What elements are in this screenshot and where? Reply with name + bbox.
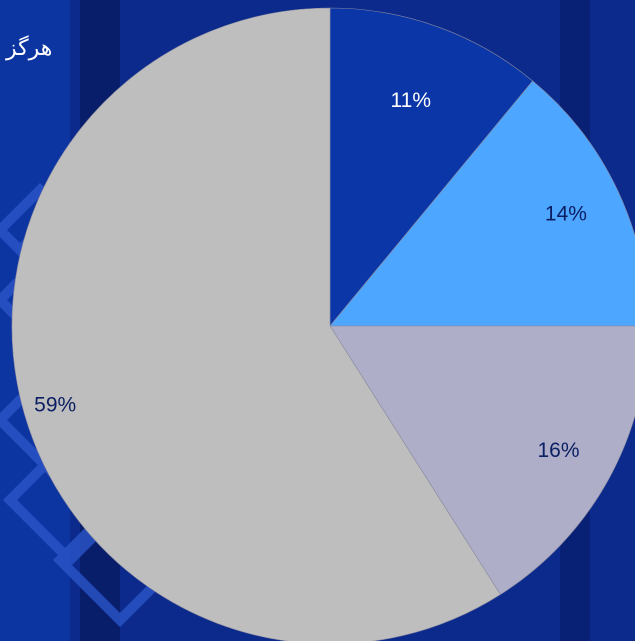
pie-label-16pct: 16%: [537, 439, 579, 462]
pie-slice-14pct: [329, 80, 635, 327]
pie-label-59pct: 59%: [34, 393, 76, 416]
pie-labels: 11% 14% 16% 59%: [34, 89, 587, 462]
pie-slice-16pct: [329, 325, 635, 595]
pie-label-11pct: 11%: [391, 89, 431, 112]
pie-label-14pct: 14%: [545, 203, 587, 226]
pie-slice-11pct: [329, 7, 534, 327]
pie-slice-59pct: [11, 7, 501, 641]
pie-slices: [11, 7, 635, 641]
background-text: هرگز: [6, 36, 53, 61]
